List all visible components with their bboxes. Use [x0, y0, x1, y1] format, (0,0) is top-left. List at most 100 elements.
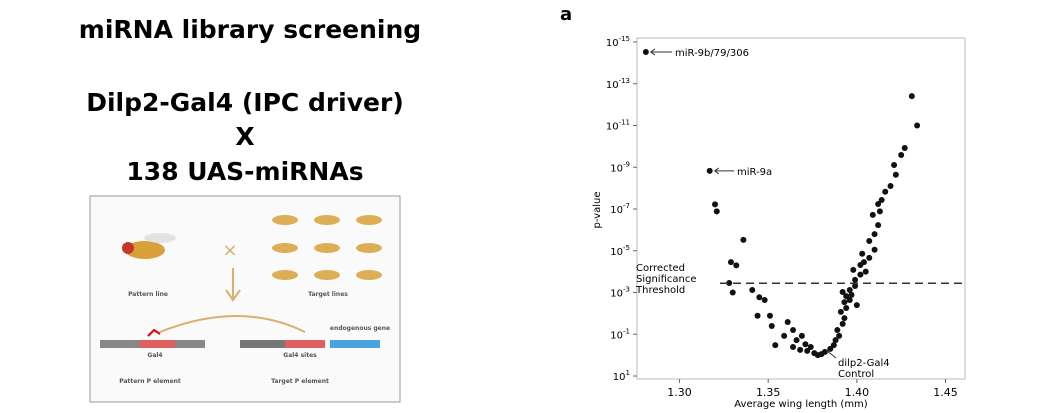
element — [330, 340, 380, 348]
slide-line: 138 UAS-miRNAs — [126, 157, 363, 186]
y-tick-label: 10-5 — [610, 244, 630, 258]
annotation-arrow — [650, 48, 672, 56]
point — [914, 122, 921, 129]
point — [797, 346, 804, 353]
element — [140, 340, 175, 348]
point — [798, 332, 805, 339]
point — [892, 171, 899, 178]
point — [802, 341, 809, 348]
point — [901, 145, 908, 152]
point — [882, 188, 889, 195]
plot-frame — [636, 37, 966, 380]
element — [285, 340, 325, 348]
slide-line: X — [235, 122, 254, 151]
point — [821, 348, 828, 355]
diagram-label: Pattern line — [128, 291, 168, 298]
point — [841, 315, 848, 322]
point — [768, 322, 775, 329]
annotation: dilp2-Gal4 — [838, 358, 890, 369]
diagram-label: Gal4 sites — [283, 352, 317, 359]
point — [642, 48, 649, 55]
arrow — [225, 268, 241, 302]
point — [846, 297, 853, 304]
point — [740, 236, 747, 243]
panel-label: a — [560, 4, 572, 25]
point — [850, 266, 857, 273]
point — [772, 342, 779, 349]
annotation: Corrected — [636, 263, 685, 274]
y-tick-label: 10-15 — [606, 35, 630, 49]
point — [839, 320, 846, 327]
diagram: × Pattern line Target lines Gal4 Gal4 si… — [89, 195, 401, 403]
diagram-label: endogenous gene — [330, 325, 390, 332]
point — [853, 302, 860, 309]
diagram-label: Target P element — [271, 378, 329, 385]
point — [834, 327, 841, 334]
point — [862, 268, 869, 275]
point — [866, 254, 873, 261]
point — [839, 289, 846, 296]
annotation: Threshold — [635, 285, 685, 296]
point — [827, 345, 834, 352]
arrow — [159, 315, 306, 333]
y-tick-label: 101 — [613, 369, 630, 383]
y-tick-label: 10-1 — [610, 327, 630, 341]
arrow — [147, 328, 161, 337]
point — [836, 332, 843, 339]
element — [175, 340, 205, 348]
point — [878, 196, 885, 203]
point — [843, 293, 850, 300]
x-tick-label: 1.40 — [845, 386, 870, 399]
fly-wing — [144, 233, 176, 243]
point — [841, 299, 848, 306]
element — [100, 340, 140, 348]
point — [784, 319, 791, 326]
fly-head — [122, 242, 134, 254]
point — [898, 152, 905, 159]
point — [830, 342, 837, 349]
annotation: miR-9a — [737, 167, 772, 178]
point — [869, 211, 876, 218]
y-tick-label: 10-9 — [610, 160, 630, 174]
point — [781, 332, 788, 339]
diagram-label: Target lines — [308, 291, 348, 298]
fly — [125, 241, 165, 259]
point — [712, 201, 719, 208]
annotation: Control — [838, 369, 874, 380]
point — [876, 208, 883, 215]
point — [756, 294, 763, 301]
point — [733, 262, 740, 269]
target-flies — [272, 215, 382, 280]
point — [866, 237, 873, 244]
point — [766, 312, 773, 319]
point — [807, 344, 814, 351]
x-tick-label: 1.35 — [756, 386, 781, 399]
point — [871, 231, 878, 238]
element — [240, 340, 285, 348]
point — [857, 271, 864, 278]
point — [852, 283, 859, 290]
y-tick-label: 10-7 — [610, 202, 630, 216]
point — [859, 250, 866, 257]
point — [875, 222, 882, 229]
point — [832, 337, 839, 344]
annotation-arrow — [825, 349, 837, 359]
point — [790, 327, 797, 334]
cross: × — [222, 240, 237, 261]
point — [729, 289, 736, 296]
slide-line: Dilp2-Gal4 (IPC driver) — [86, 88, 404, 117]
point — [846, 287, 853, 294]
point — [761, 297, 768, 304]
point — [706, 167, 713, 174]
y-tick-label: 10-11 — [606, 119, 630, 133]
point — [754, 312, 761, 319]
point — [891, 161, 898, 168]
x-tick-label: 1.45 — [933, 386, 958, 399]
point — [804, 347, 811, 354]
point — [887, 182, 894, 189]
point — [727, 259, 734, 266]
diagram-label: Gal4 — [147, 352, 162, 359]
y-axis-label: p-value — [592, 191, 603, 228]
